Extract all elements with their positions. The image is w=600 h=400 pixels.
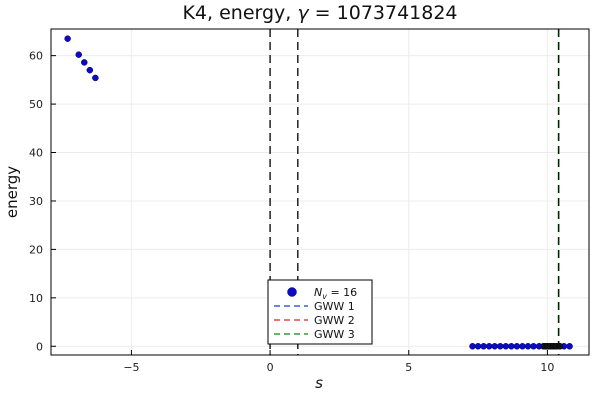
reference-lines xyxy=(269,29,560,355)
x-tick-label: 0 xyxy=(267,361,274,374)
chart-title: K4, energy, γ = 1073741824 xyxy=(182,2,457,24)
y-tick-label: 20 xyxy=(29,243,43,256)
plot-frame xyxy=(50,28,590,356)
data-point xyxy=(485,343,493,350)
legend-label: GWW 2 xyxy=(314,314,355,327)
legend-label: GWW 3 xyxy=(314,328,355,341)
data-point xyxy=(64,35,71,42)
data-points xyxy=(64,35,573,350)
legend-label: GWW 1 xyxy=(314,300,355,313)
y-tick-label: 50 xyxy=(29,98,43,111)
x-ticks: −5 0 5 10 xyxy=(123,350,554,374)
data-point xyxy=(480,343,487,350)
data-point xyxy=(81,59,88,66)
data-point xyxy=(469,343,476,350)
legend-label: Nv = 16 xyxy=(314,286,357,301)
data-point xyxy=(508,343,515,350)
data-point xyxy=(474,343,482,350)
data-point xyxy=(519,343,526,350)
x-tick-label: 10 xyxy=(540,361,554,374)
y-axis-label: energy xyxy=(3,166,21,218)
y-tick-label: 40 xyxy=(29,147,43,160)
gww-point xyxy=(556,343,564,350)
y-tick-label: 0 xyxy=(36,340,43,353)
x-tick-label: 5 xyxy=(405,361,412,374)
y-tick-label: 30 xyxy=(29,195,43,208)
legend-marker xyxy=(287,287,297,297)
data-point xyxy=(524,343,532,350)
data-point xyxy=(92,74,99,82)
data-point xyxy=(75,51,82,58)
x-axis-label: s xyxy=(315,374,323,392)
x-tick-label: −5 xyxy=(123,361,139,374)
data-point xyxy=(530,343,537,350)
data-point xyxy=(502,343,510,350)
y-tick-label: 60 xyxy=(29,50,43,63)
data-point xyxy=(513,343,521,350)
data-point xyxy=(86,66,94,74)
data-point xyxy=(566,343,573,350)
y-tick-label: 10 xyxy=(29,292,43,305)
y-ticks: 0 10 20 30 40 50 60 xyxy=(29,50,56,353)
data-point xyxy=(497,343,504,350)
data-point xyxy=(491,343,498,350)
